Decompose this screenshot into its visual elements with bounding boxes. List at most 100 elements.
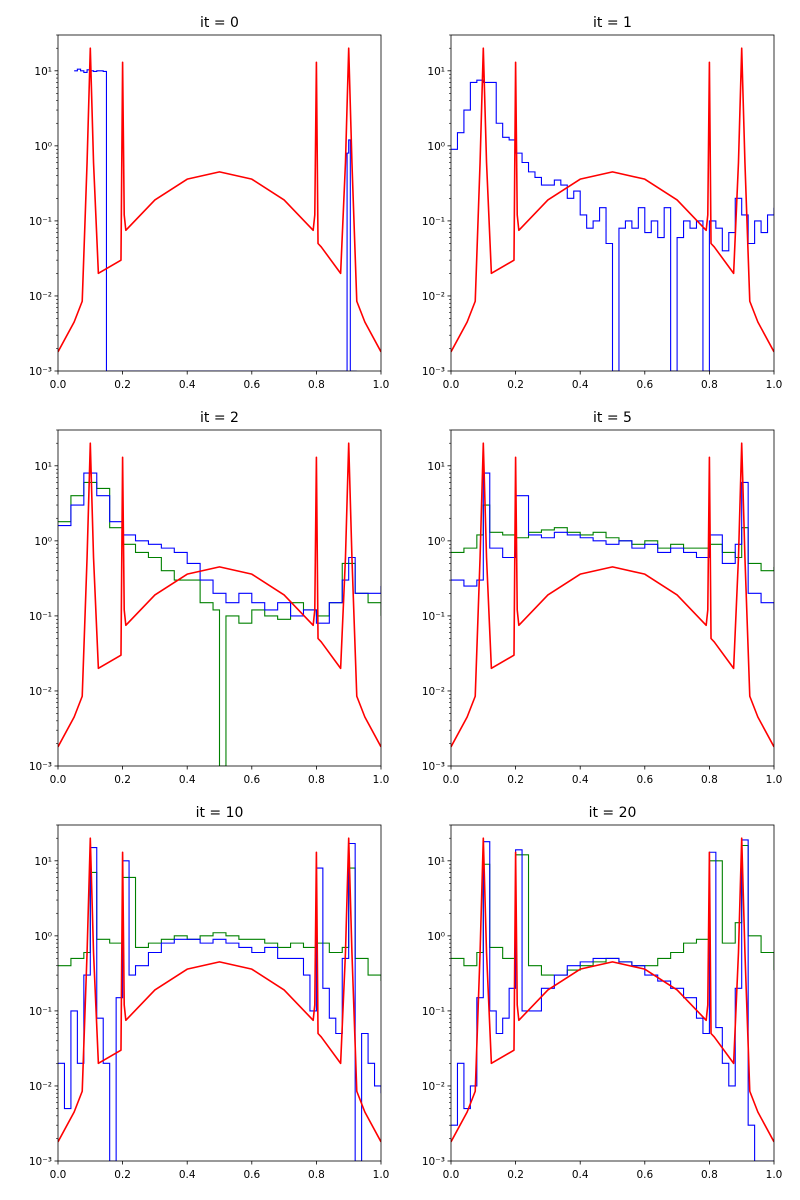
- plot-area: [451, 442, 774, 748]
- y-tick-label: 10⁰: [34, 536, 52, 548]
- red-target-density-series: [451, 442, 774, 748]
- y-tick-label: 10¹: [34, 66, 52, 78]
- axes-frame: [57, 34, 382, 372]
- red-target-density-series: [58, 442, 381, 748]
- y-tick-label: 10⁻³: [422, 761, 445, 773]
- x-tick-label: 1.0: [373, 379, 390, 391]
- x-tick-label: 0.8: [701, 1169, 718, 1181]
- x-tick-label: 1.0: [766, 1169, 783, 1181]
- x-tick-label: 0.6: [636, 1169, 653, 1181]
- subplot-0: it = 0 10⁻³ 10⁻² 10⁻¹ 10⁰ 10¹ 0.0 0.2 0.4 0.6 0.8 1…: [29, 15, 389, 391]
- x-tick-label: 0.6: [243, 1169, 260, 1181]
- y-tick-label: 10⁰: [427, 141, 445, 153]
- y-tick-label: 10⁰: [427, 931, 445, 943]
- plot-area: [58, 837, 381, 1161]
- x-tick-label: 0.8: [701, 379, 718, 391]
- y-tick-label: 10⁻²: [422, 686, 445, 698]
- subplot-title: it = 20: [589, 805, 637, 821]
- y-tick-label: 10⁻³: [422, 1156, 445, 1168]
- y-tick-label: 10⁻¹: [29, 611, 52, 623]
- x-tick-label: 0.4: [572, 379, 589, 391]
- x-tick-label: 0.0: [50, 1169, 67, 1181]
- axes-frame: [57, 824, 382, 1162]
- y-tick-label: 10¹: [34, 461, 52, 473]
- x-tick-label: 0.6: [636, 379, 653, 391]
- x-tick-label: 1.0: [373, 1169, 390, 1181]
- plot-area: [58, 47, 381, 371]
- x-tick-label: 0.0: [50, 379, 67, 391]
- y-tick-label: 10⁻³: [29, 761, 52, 773]
- y-tick-label: 10¹: [34, 856, 52, 868]
- blue-histogram-series: [74, 68, 357, 371]
- subplot-title: it = 1: [593, 15, 632, 31]
- subplot-title: it = 2: [200, 410, 239, 426]
- blue-histogram-series: [58, 472, 381, 624]
- y-tick-label: 10⁻²: [422, 1081, 445, 1093]
- x-tick-label: 1.0: [766, 379, 783, 391]
- subplot-1: it = 1 10⁻³ 10⁻² 10⁻¹ 10⁰ 10¹ 0.0 0.2 0.4 0.6 0.8 1…: [422, 15, 782, 391]
- x-tick-label: 0.8: [308, 1169, 325, 1181]
- x-tick-label: 0.4: [572, 774, 589, 786]
- x-tick-label: 0.4: [179, 1169, 196, 1181]
- subplot-title: it = 5: [593, 410, 632, 426]
- subplot-2: it = 2 10⁻³ 10⁻² 10⁻¹ 10⁰ 10¹ 0.0 0.2 0.4 0.6 0.8 1…: [29, 410, 389, 786]
- y-tick-label: 10⁰: [34, 931, 52, 943]
- y-tick-label: 10⁻²: [29, 291, 52, 303]
- x-tick-label: 0.2: [507, 1169, 524, 1181]
- subplot-title: it = 10: [196, 805, 244, 821]
- y-tick-label: 10⁻¹: [422, 1006, 445, 1018]
- y-tick-label: 10⁻¹: [422, 216, 445, 228]
- axes-frame: [450, 34, 775, 372]
- y-tick-label: 10⁻¹: [29, 1006, 52, 1018]
- blue-histogram-series: [451, 79, 774, 371]
- y-tick-label: 10¹: [427, 461, 445, 473]
- axes-frame: [450, 824, 775, 1162]
- x-tick-label: 0.6: [243, 379, 260, 391]
- subplot-4: it = 10 10⁻³ 10⁻² 10⁻¹ 10⁰ 10¹ 0.0 0.2 0.4 0.6 0.8…: [29, 805, 389, 1181]
- x-tick-label: 1.0: [766, 774, 783, 786]
- x-tick-label: 0.2: [507, 379, 524, 391]
- subplot-3: it = 5 10⁻³ 10⁻² 10⁻¹ 10⁰ 10¹ 0.0 0.2 0.4 0.6 0.8 1…: [422, 410, 782, 786]
- x-tick-label: 0.4: [179, 379, 196, 391]
- x-tick-label: 0.6: [243, 774, 260, 786]
- y-tick-label: 10⁰: [427, 536, 445, 548]
- axes-frame: [450, 429, 775, 767]
- red-target-density-series: [58, 837, 381, 1143]
- x-tick-label: 0.0: [443, 379, 460, 391]
- green-histogram-series: [451, 844, 774, 976]
- x-tick-label: 1.0: [373, 774, 390, 786]
- y-tick-label: 10⁻²: [29, 686, 52, 698]
- blue-histogram-series: [451, 839, 774, 1161]
- x-tick-label: 0.2: [507, 774, 524, 786]
- x-tick-label: 0.0: [50, 774, 67, 786]
- x-tick-label: 0.4: [572, 1169, 589, 1181]
- y-tick-label: 10⁻¹: [29, 216, 52, 228]
- y-tick-label: 10⁻³: [29, 1156, 52, 1168]
- blue-histogram-series: [58, 842, 381, 1161]
- y-tick-label: 10⁻³: [29, 366, 52, 378]
- y-tick-label: 10⁻²: [422, 291, 445, 303]
- axes-frame: [57, 429, 382, 767]
- x-tick-label: 0.0: [443, 1169, 460, 1181]
- y-tick-label: 10⁰: [34, 141, 52, 153]
- green-histogram-series: [58, 867, 381, 982]
- x-tick-label: 0.0: [443, 774, 460, 786]
- green-histogram-series: [451, 504, 774, 572]
- red-target-density-series: [58, 47, 381, 353]
- y-tick-label: 10¹: [427, 66, 445, 78]
- x-tick-label: 0.6: [636, 774, 653, 786]
- x-tick-label: 0.8: [308, 774, 325, 786]
- y-tick-label: 10⁻²: [29, 1081, 52, 1093]
- plot-area: [451, 837, 774, 1161]
- x-tick-label: 0.2: [114, 1169, 131, 1181]
- red-target-density-series: [451, 837, 774, 1143]
- green-histogram-series: [58, 481, 381, 766]
- x-tick-label: 0.2: [114, 774, 131, 786]
- x-tick-label: 0.8: [308, 379, 325, 391]
- subplot-title: it = 0: [200, 15, 239, 31]
- subplot-5: it = 20 10⁻³ 10⁻² 10⁻¹ 10⁰ 10¹ 0.0 0.2 0.4 0.6 0.8…: [422, 805, 782, 1181]
- y-tick-label: 10⁻¹: [422, 611, 445, 623]
- x-tick-label: 0.4: [179, 774, 196, 786]
- y-tick-label: 10⁻³: [422, 366, 445, 378]
